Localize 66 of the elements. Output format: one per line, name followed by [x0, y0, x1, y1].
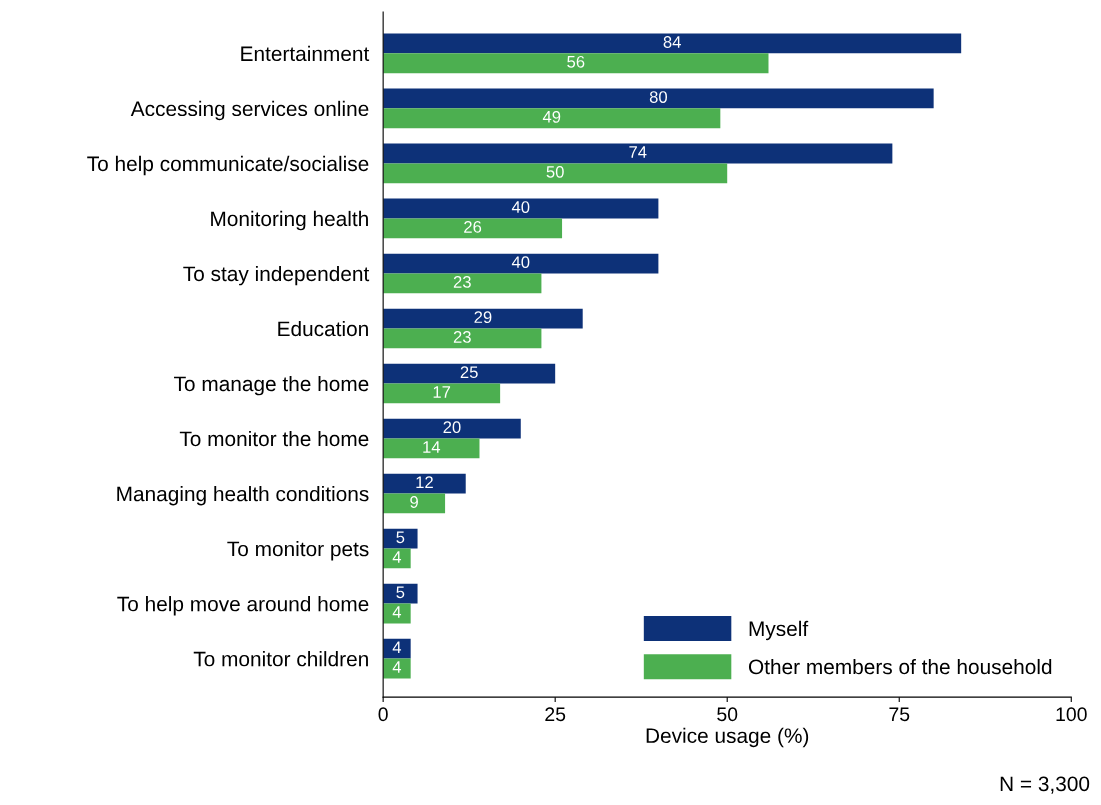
data-label: 17	[433, 386, 451, 398]
y-tick-label: To help move around home	[117, 596, 369, 616]
data-label: 4	[392, 551, 402, 563]
data-label: 56	[567, 55, 585, 68]
x-tick-label: 0	[378, 707, 388, 722]
bar	[383, 273, 542, 294]
y-tick-label: Accessing services online	[130, 100, 369, 121]
data-label: 20	[443, 421, 461, 434]
bar	[383, 53, 769, 74]
data-label: 14	[423, 441, 441, 453]
data-label: 23	[453, 331, 471, 343]
bar	[383, 638, 411, 659]
data-label: 5	[396, 531, 405, 544]
legend-label: Other members of the household	[748, 658, 1052, 675]
bar	[383, 33, 962, 54]
bar	[383, 363, 556, 384]
x-axis-title: Device usage (%)	[646, 727, 809, 748]
data-label: 80	[649, 91, 668, 103]
data-label: 49	[542, 110, 561, 123]
data-label: 4	[392, 661, 402, 673]
y-tick-label: To monitor children	[193, 651, 368, 667]
data-label: 84	[663, 36, 681, 48]
y-tick-label: To manage the home	[174, 375, 369, 396]
data-label: 25	[460, 366, 478, 379]
y-tick-label: Managing health conditions	[117, 485, 369, 506]
bar	[383, 583, 418, 604]
y-tick-label: Education	[278, 320, 368, 337]
data-label: 12	[416, 476, 433, 488]
x-tick-label: 25	[545, 707, 566, 722]
y-tick-label: To help communicate/socialise	[87, 155, 369, 176]
y-tick-label: Monitoring health	[211, 210, 368, 231]
bar	[383, 143, 893, 164]
data-label: 4	[392, 641, 402, 654]
bar	[383, 218, 563, 239]
bar	[383, 383, 501, 404]
data-label: 40	[511, 256, 530, 269]
data-label: 29	[474, 311, 492, 324]
y-tick-label: To monitor the home	[179, 430, 369, 447]
data-label: 9	[410, 496, 418, 508]
bar	[383, 253, 659, 274]
x-tick-label: 50	[717, 707, 738, 722]
data-label: 23	[453, 276, 471, 288]
bar	[383, 438, 480, 459]
text: N = 3,300	[1000, 776, 1090, 794]
bar	[383, 108, 721, 129]
y-tick-label: Entertainment	[241, 45, 370, 62]
data-label: 5	[396, 586, 405, 599]
x-tick-label: 75	[889, 707, 910, 722]
data-label: 40	[511, 201, 530, 213]
y-tick-label: To monitor pets	[227, 541, 369, 561]
bar	[383, 328, 542, 349]
bar	[383, 308, 583, 329]
data-label: 74	[629, 146, 647, 158]
bar	[383, 88, 934, 109]
x-tick-label: 100	[1056, 707, 1087, 722]
bar	[383, 198, 659, 219]
bar	[383, 493, 446, 514]
bar	[383, 418, 521, 439]
data-label: 50	[546, 165, 564, 178]
data-label: 4	[392, 606, 402, 618]
bar	[383, 528, 418, 549]
data-label: 26	[464, 220, 482, 233]
y-tick-label: To stay independent	[183, 265, 370, 286]
bar	[383, 473, 466, 494]
legend-label: Myself	[749, 620, 809, 641]
bar	[383, 163, 728, 184]
